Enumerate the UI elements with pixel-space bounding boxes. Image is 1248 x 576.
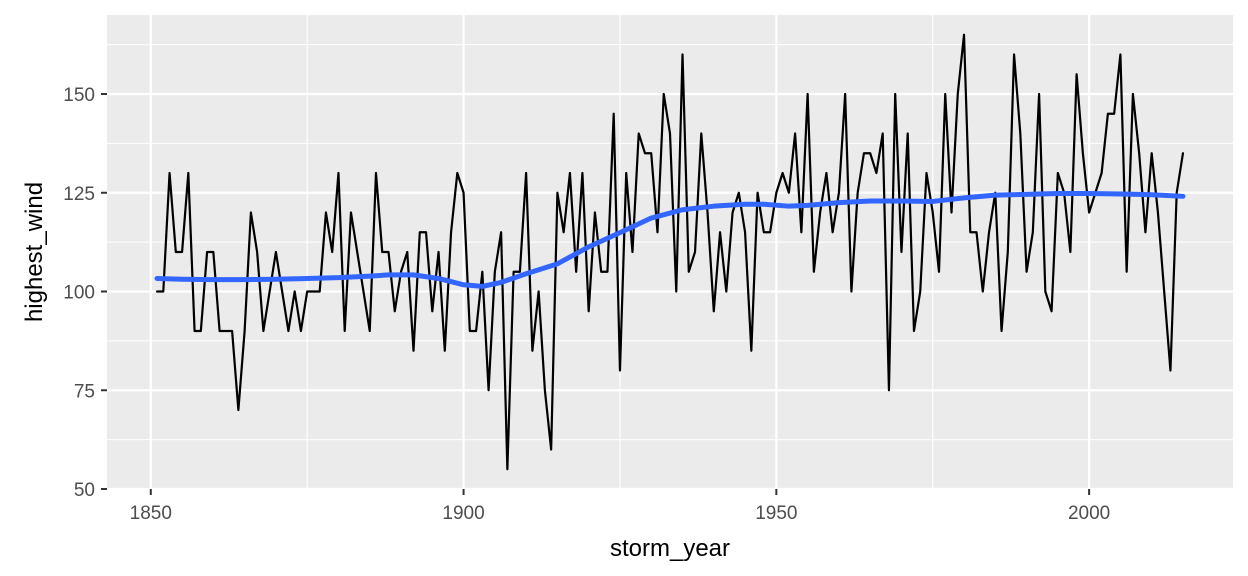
x-axis: 1850 1900 1950 2000 (130, 489, 1110, 524)
y-tick-label: 100 (63, 283, 95, 304)
x-tick-label: 1850 (130, 503, 172, 524)
observed-series-line (155, 33, 1185, 471)
smoothed-trend-line (154, 191, 1186, 289)
y-tick-label: 50 (74, 480, 95, 501)
x-tick-label: 2000 (1068, 503, 1110, 524)
x-axis-title: storm_year (610, 535, 730, 562)
series-layer (154, 33, 1186, 471)
y-tick-label: 75 (74, 381, 95, 402)
major-gridlines (107, 15, 1233, 491)
y-tick-label: 125 (63, 184, 95, 205)
x-tick-label: 1900 (442, 503, 484, 524)
y-axis: 50 75 100 125 150 (63, 85, 107, 501)
y-axis-title: highest_wind (21, 182, 48, 322)
y-tick-label: 150 (63, 85, 95, 106)
x-tick-label: 1950 (755, 503, 797, 524)
